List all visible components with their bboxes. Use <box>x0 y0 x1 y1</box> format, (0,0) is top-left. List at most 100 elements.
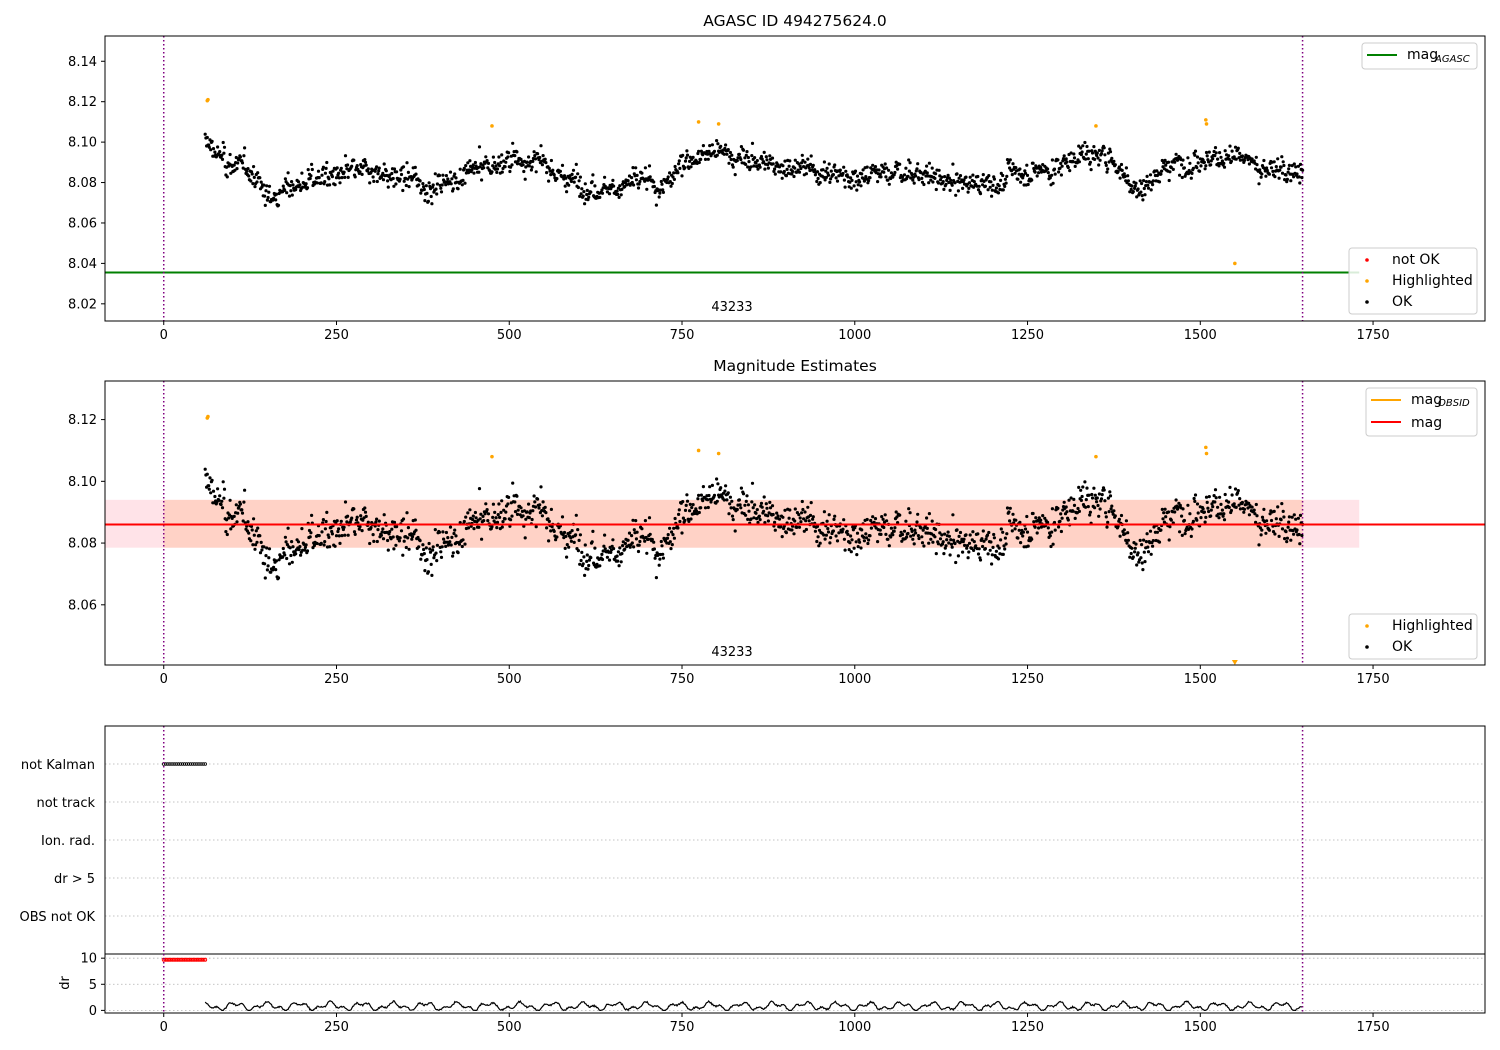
ok-point <box>1105 525 1109 529</box>
highlighted-point <box>1204 451 1209 456</box>
ok-point <box>893 170 897 175</box>
ok-point <box>402 179 406 183</box>
ok-point <box>1140 561 1144 565</box>
ok-point <box>274 198 278 202</box>
ok-point <box>929 178 933 182</box>
ok-point <box>1052 520 1057 525</box>
ok-point <box>1001 188 1005 192</box>
ok-point <box>577 538 581 543</box>
ok-point <box>283 553 287 557</box>
ok-point <box>1227 154 1231 158</box>
ok-point <box>392 167 397 171</box>
ok-point <box>529 168 534 172</box>
ok-point <box>1050 173 1054 177</box>
ok-point <box>611 178 615 182</box>
ok-point <box>1052 167 1057 171</box>
ok-point <box>972 540 976 544</box>
ok-point <box>461 538 465 542</box>
ok-point <box>1272 509 1276 513</box>
not-kalman-points <box>161 762 208 766</box>
ok-point <box>1088 513 1092 517</box>
ok-point <box>668 526 672 530</box>
not-kalman-point <box>168 762 172 766</box>
ok-point <box>937 168 941 172</box>
ok-point <box>967 186 971 190</box>
ok-point <box>480 178 484 182</box>
ok-point <box>1163 507 1167 511</box>
ok-point <box>747 160 751 164</box>
ok-point <box>1274 165 1278 169</box>
ok-point <box>363 160 368 164</box>
ok-point <box>578 533 583 537</box>
ok-point <box>617 195 621 199</box>
ok-point <box>607 558 612 562</box>
ok-point <box>898 513 902 517</box>
ok-point <box>437 173 442 178</box>
ok-point <box>1298 542 1302 546</box>
y-tick-label: 8.08 <box>68 176 97 191</box>
panel3-frame <box>104 725 1486 1014</box>
ok-point <box>1025 173 1030 177</box>
ok-point <box>1199 164 1203 168</box>
ok-point <box>1144 180 1148 184</box>
ok-point <box>1280 171 1285 175</box>
highlighted-point <box>696 120 701 124</box>
ok-point <box>1258 168 1262 172</box>
ok-point <box>1281 509 1285 513</box>
ok-point <box>977 184 981 188</box>
ok-point <box>319 541 323 546</box>
ok-point <box>996 557 1001 561</box>
ok-point <box>494 516 498 520</box>
ok-point <box>308 176 312 181</box>
ok-point <box>277 558 281 562</box>
ok-point <box>989 540 993 544</box>
dr-high-point <box>163 957 168 962</box>
ok-point <box>267 184 272 188</box>
ok-point <box>374 520 378 524</box>
ok-point <box>466 171 471 175</box>
ok-point <box>1138 538 1142 543</box>
ok-point <box>1019 180 1023 184</box>
ok-point <box>988 185 992 189</box>
ok-point <box>442 537 446 541</box>
ok-point <box>828 541 832 545</box>
ok-point <box>217 153 221 157</box>
ok-point <box>976 188 981 192</box>
ok-point <box>1037 526 1041 530</box>
ok-point <box>558 169 563 173</box>
ok-point <box>889 171 894 175</box>
ok-point <box>688 502 692 506</box>
ok-point <box>1026 182 1030 187</box>
ok-point <box>989 180 993 184</box>
ok-point <box>752 164 756 168</box>
ok-point <box>1073 164 1077 168</box>
ok-point <box>747 509 751 513</box>
ok-point <box>422 185 426 189</box>
ok-point <box>710 483 715 487</box>
ok-point <box>544 510 548 515</box>
ok-point <box>772 169 776 173</box>
ok-point <box>859 546 863 550</box>
ok-point <box>1096 156 1100 160</box>
ok-point <box>281 546 285 551</box>
ok-point <box>981 183 985 187</box>
ok-point <box>219 502 223 507</box>
panel2-legend-markers: Highlighted OK <box>1348 613 1478 660</box>
ok-point <box>340 534 344 538</box>
ok-point <box>1057 525 1061 529</box>
ok-point <box>458 521 462 525</box>
ok-point <box>1213 488 1218 492</box>
ok-point <box>619 560 623 564</box>
ok-point <box>466 161 470 165</box>
p2-ok-legend-swatch <box>1365 645 1369 649</box>
ok-point <box>677 512 681 517</box>
ok-point <box>719 486 723 490</box>
ok-point <box>925 171 929 175</box>
ok-point <box>342 170 346 174</box>
ok-point <box>500 525 504 529</box>
ok-point <box>1164 515 1168 519</box>
ok-point <box>236 161 240 165</box>
ok-point <box>691 503 695 507</box>
ok-point <box>1262 507 1266 511</box>
ok-point <box>1233 487 1238 491</box>
